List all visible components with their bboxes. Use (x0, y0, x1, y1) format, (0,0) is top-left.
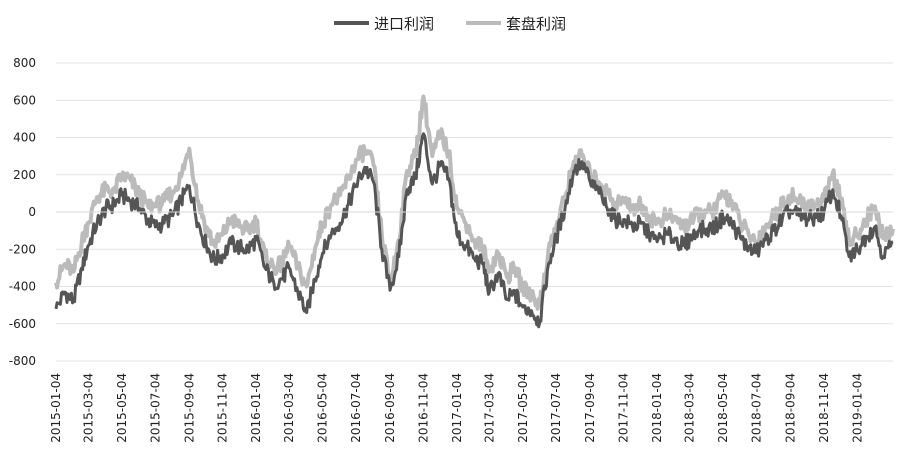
series-line-import-profit (54, 132, 894, 329)
x-tick-label: 2016-09-04 (383, 373, 397, 443)
x-tick-label: 2017-07-04 (549, 373, 563, 443)
x-tick-label: 2017-11-04 (617, 373, 631, 443)
x-tick-label: 2016-01-04 (249, 373, 263, 443)
x-tick-label: 2018-07-04 (749, 373, 763, 443)
x-tick-label: 2017-09-04 (583, 373, 597, 443)
x-tick-label: 2016-05-04 (316, 373, 330, 443)
y-tick-label: 0 (28, 205, 36, 219)
x-tick-label: 2018-05-04 (716, 373, 730, 443)
x-tick-label: 2016-07-04 (349, 373, 363, 443)
x-tick-label: 2016-11-04 (417, 373, 431, 443)
y-tick-label: -400 (9, 280, 36, 294)
x-tick-label: 2015-03-04 (81, 373, 95, 443)
x-tick-label: 2015-09-04 (182, 373, 196, 443)
x-tick-label: 2018-01-04 (650, 373, 664, 443)
x-tick-label: 2018-09-04 (783, 373, 797, 443)
x-tick-label: 2018-11-04 (817, 373, 831, 443)
y-tick-label: 200 (13, 168, 36, 182)
y-tick-label: 800 (13, 56, 36, 70)
x-tick-label: 2017-05-04 (516, 373, 530, 443)
x-tick-label: 2017-03-04 (482, 373, 496, 443)
x-tick-label: 2019-01-04 (850, 373, 864, 443)
series-line-arbitrage-profit (54, 94, 895, 311)
x-tick-label: 2015-07-04 (148, 373, 162, 443)
x-tick-label: 2015-11-04 (216, 373, 230, 443)
y-tick-label: 400 (13, 131, 36, 145)
y-tick-label: -800 (9, 354, 36, 368)
x-tick-label: 2017-01-04 (450, 373, 464, 443)
y-tick-label: -200 (9, 242, 36, 256)
x-axis-ticks: 2015-01-04 2015-03-04 2015-05-04 2015-07-04… (49, 373, 864, 443)
x-tick-label: 2018-03-04 (683, 373, 697, 443)
legend-label-import-profit: 进口利润 (374, 15, 434, 33)
legend: 进口利润 套盘利润 (334, 15, 566, 33)
x-tick-label: 2015-01-04 (49, 373, 63, 443)
y-tick-label: 600 (13, 93, 36, 107)
legend-label-arbitrage-profit: 套盘利润 (506, 15, 566, 33)
y-axis-ticks: 800 600 400 200 0 -200 -400 -600 -800 (9, 56, 36, 368)
y-tick-label: -600 (9, 317, 36, 331)
series-group (54, 94, 895, 329)
x-tick-label: 2015-05-04 (115, 373, 129, 443)
x-tick-label: 2016-03-04 (282, 373, 296, 443)
